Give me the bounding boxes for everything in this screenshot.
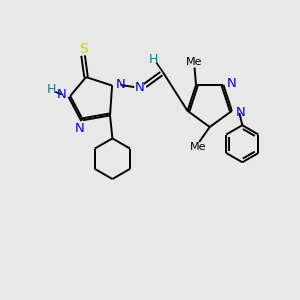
Text: N: N [227, 77, 237, 90]
Text: N: N [75, 122, 85, 135]
Text: S: S [79, 42, 88, 56]
Text: N: N [236, 106, 245, 119]
Text: N: N [57, 88, 67, 101]
Text: Me: Me [186, 57, 203, 67]
Text: Me: Me [190, 142, 206, 152]
Text: N: N [116, 78, 125, 91]
Text: N: N [135, 80, 145, 94]
Text: H: H [47, 83, 56, 96]
Text: H: H [148, 53, 158, 66]
